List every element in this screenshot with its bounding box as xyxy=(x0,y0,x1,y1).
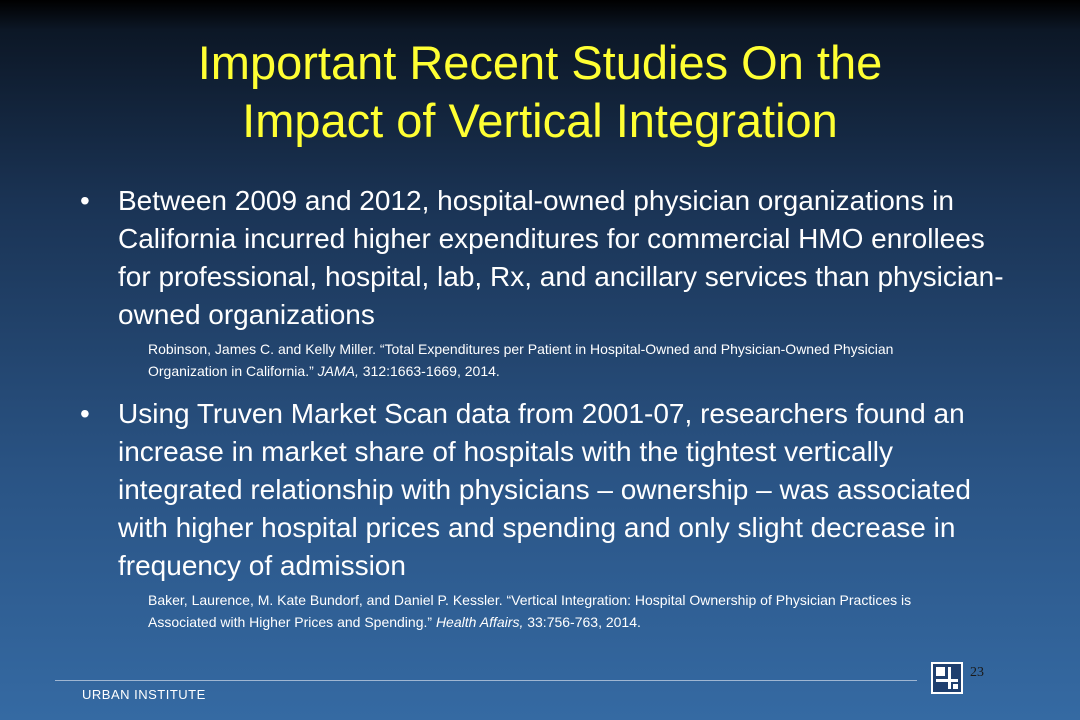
urban-institute-logo-icon xyxy=(931,662,963,694)
footer-label: URBAN INSTITUTE xyxy=(82,687,206,702)
citation-details: 33:756-763, 2014. xyxy=(523,614,641,630)
bullet-text: Between 2009 and 2012, hospital-owned ph… xyxy=(118,185,1004,330)
citation: Baker, Laurence, M. Kate Bundorf, and Da… xyxy=(148,589,968,633)
citation-main: Baker, Laurence, M. Kate Bundorf, and Da… xyxy=(148,592,912,630)
bullet-marker: • xyxy=(80,398,90,429)
footer-divider xyxy=(55,680,917,681)
slide-title-line-2: Impact of Vertical Integration xyxy=(242,94,838,147)
citation-journal: JAMA, xyxy=(317,363,359,379)
citation-journal: Health Affairs, xyxy=(435,614,524,630)
bullet-list: • Between 2009 and 2012, hospital-owned … xyxy=(80,182,1018,633)
bullet-item-2: • Using Truven Market Scan data from 200… xyxy=(80,395,1018,633)
page-number: 23 xyxy=(970,665,984,680)
bullet-item-1: • Between 2009 and 2012, hospital-owned … xyxy=(80,182,1018,382)
slide-title: Important Recent Studies On the Impact o… xyxy=(0,34,1080,150)
bullet-marker: • xyxy=(80,185,90,216)
citation-main: Robinson, James C. and Kelly Miller. “To… xyxy=(148,341,894,379)
bullet-text: Using Truven Market Scan data from 2001-… xyxy=(118,398,971,581)
slide-title-line-1: Important Recent Studies On the xyxy=(197,36,883,89)
citation-details: 312:1663-1669, 2014. xyxy=(358,363,500,379)
citation: Robinson, James C. and Kelly Miller. “To… xyxy=(148,338,968,382)
